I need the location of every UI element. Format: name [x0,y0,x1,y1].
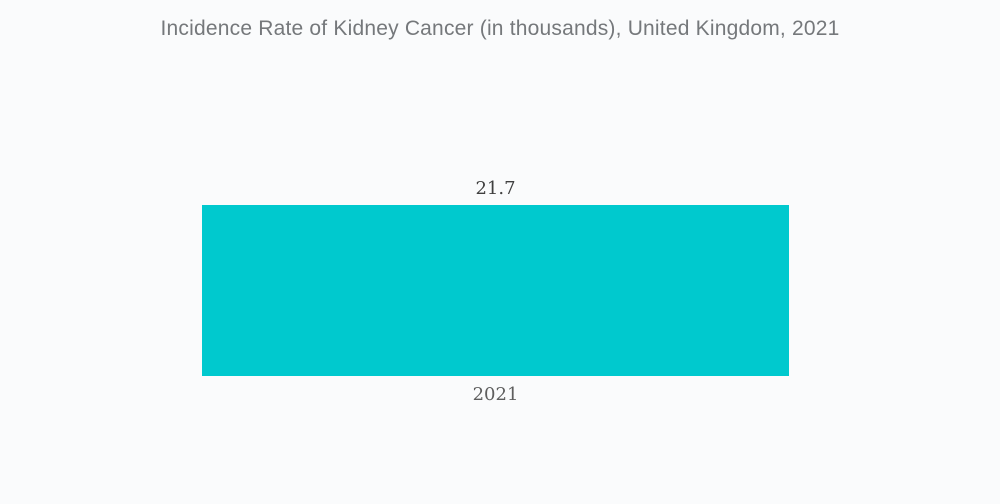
bar-2021 [202,205,789,376]
x-axis-category-label: 2021 [472,384,519,405]
plot-area: 21.7 [202,180,789,376]
chart-title: Incidence Rate of Kidney Cancer (in thou… [160,17,840,40]
bar-value-label: 21.7 [475,178,516,199]
